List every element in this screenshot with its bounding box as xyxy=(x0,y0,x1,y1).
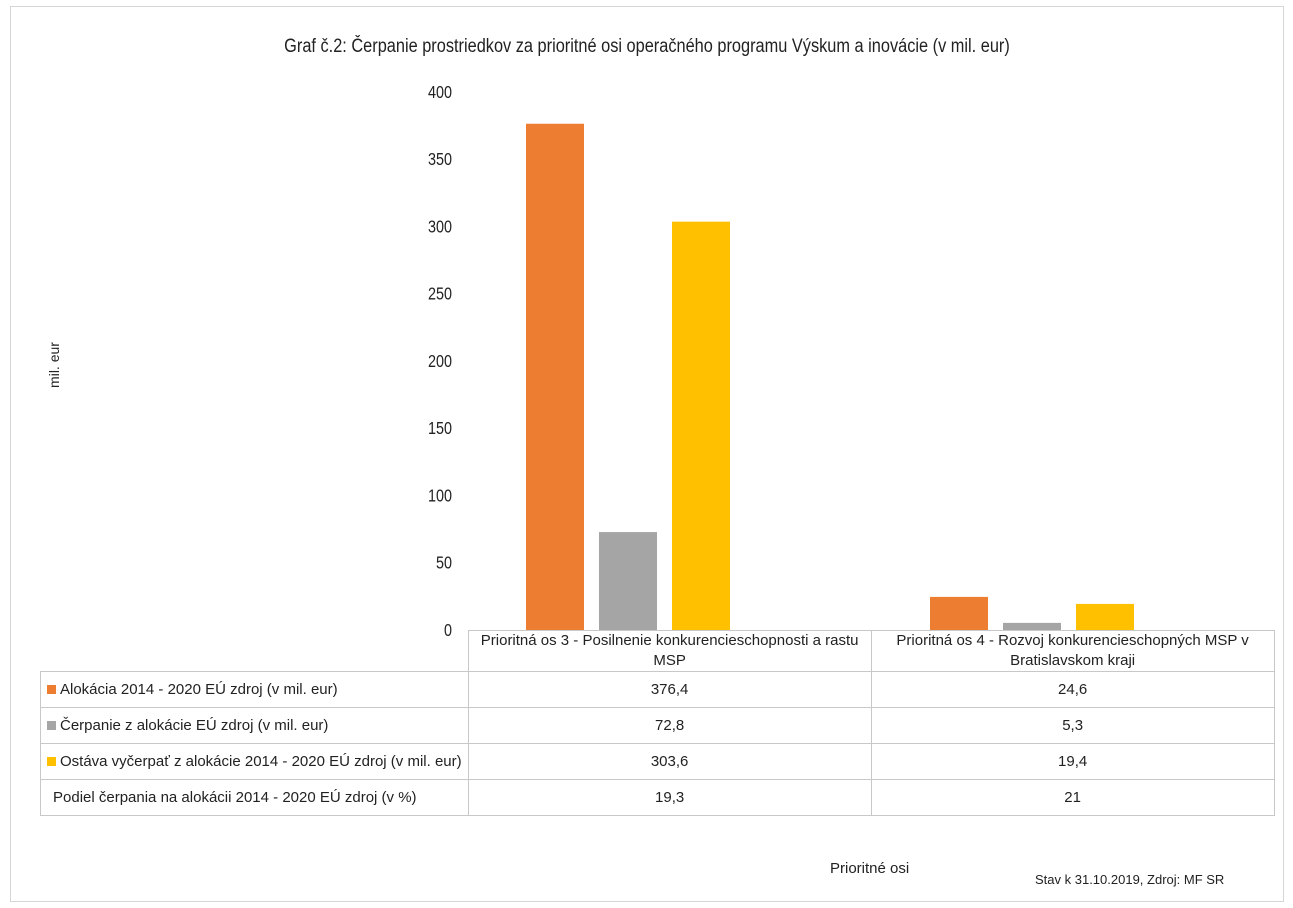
y-tick-label: 200 xyxy=(428,352,452,372)
table-row: Podiel čerpania na alokácii 2014 - 2020 … xyxy=(40,779,1275,816)
series-name: Alokácia 2014 - 2020 EÚ zdroj (v mil. eu… xyxy=(60,681,338,698)
legend-swatch xyxy=(47,685,56,694)
bar xyxy=(672,221,730,630)
category-label: Prioritná os 4 - Rozvoj konkurencieschop… xyxy=(870,630,1275,672)
bar xyxy=(1003,622,1061,630)
series-name: Čerpanie z alokácie EÚ zdroj (v mil. eur… xyxy=(60,717,329,734)
source-note: Stav k 31.10.2019, Zdroj: MF SR xyxy=(1035,872,1225,887)
data-label: 19,4 xyxy=(870,743,1275,780)
legend-swatch xyxy=(47,721,56,730)
data-label: 376,4 xyxy=(467,671,872,708)
y-tick-label: 150 xyxy=(428,419,452,439)
legend-swatch xyxy=(47,757,56,766)
bar xyxy=(930,596,988,630)
data-label: 24,6 xyxy=(870,671,1275,708)
legend-entry: Alokácia 2014 - 2020 EÚ zdroj (v mil. eu… xyxy=(40,671,469,708)
y-tick-label: 300 xyxy=(428,217,452,237)
row-label: Podiel čerpania na alokácii 2014 - 2020 … xyxy=(40,779,469,816)
y-tick-label: 0 xyxy=(444,621,452,641)
y-tick-label: 350 xyxy=(428,150,452,170)
series-name: Ostáva vyčerpať z alokácie 2014 - 2020 E… xyxy=(60,753,462,770)
x-axis-label: Prioritné osi xyxy=(830,860,910,877)
y-tick-label: 50 xyxy=(436,553,452,573)
bar xyxy=(599,532,657,630)
table-header-row: Prioritná os 3 - Posilnenie konkurencies… xyxy=(40,630,1275,672)
y-axis-ticks: 0 50 100 150 200 250 300 350 400 xyxy=(428,83,452,641)
table-row: Ostáva vyčerpať z alokácie 2014 - 2020 E… xyxy=(40,743,1275,780)
table-corner xyxy=(40,630,469,672)
category-label: Prioritná os 3 - Posilnenie konkurencies… xyxy=(467,630,872,672)
chart-title: Graf č.2: Čerpanie prostriedkov za prior… xyxy=(284,36,1010,57)
data-label: 5,3 xyxy=(870,707,1275,744)
y-tick-label: 400 xyxy=(428,83,452,103)
bars xyxy=(526,123,1134,630)
bar xyxy=(526,123,584,630)
chart-frame xyxy=(10,6,1284,902)
data-label: 19,3 xyxy=(467,779,872,816)
y-tick-label: 250 xyxy=(428,284,452,304)
bar xyxy=(1076,603,1134,630)
legend-entry: Ostáva vyčerpať z alokácie 2014 - 2020 E… xyxy=(40,743,469,780)
data-label: 303,6 xyxy=(467,743,872,780)
data-table: Prioritná os 3 - Posilnenie konkurencies… xyxy=(40,630,1275,816)
y-tick-label: 100 xyxy=(428,486,452,506)
legend-entry: Čerpanie z alokácie EÚ zdroj (v mil. eur… xyxy=(40,707,469,744)
table-row: Čerpanie z alokácie EÚ zdroj (v mil. eur… xyxy=(40,707,1275,744)
data-label: 21 xyxy=(870,779,1275,816)
table-row: Alokácia 2014 - 2020 EÚ zdroj (v mil. eu… xyxy=(40,671,1275,708)
data-label: 72,8 xyxy=(467,707,872,744)
